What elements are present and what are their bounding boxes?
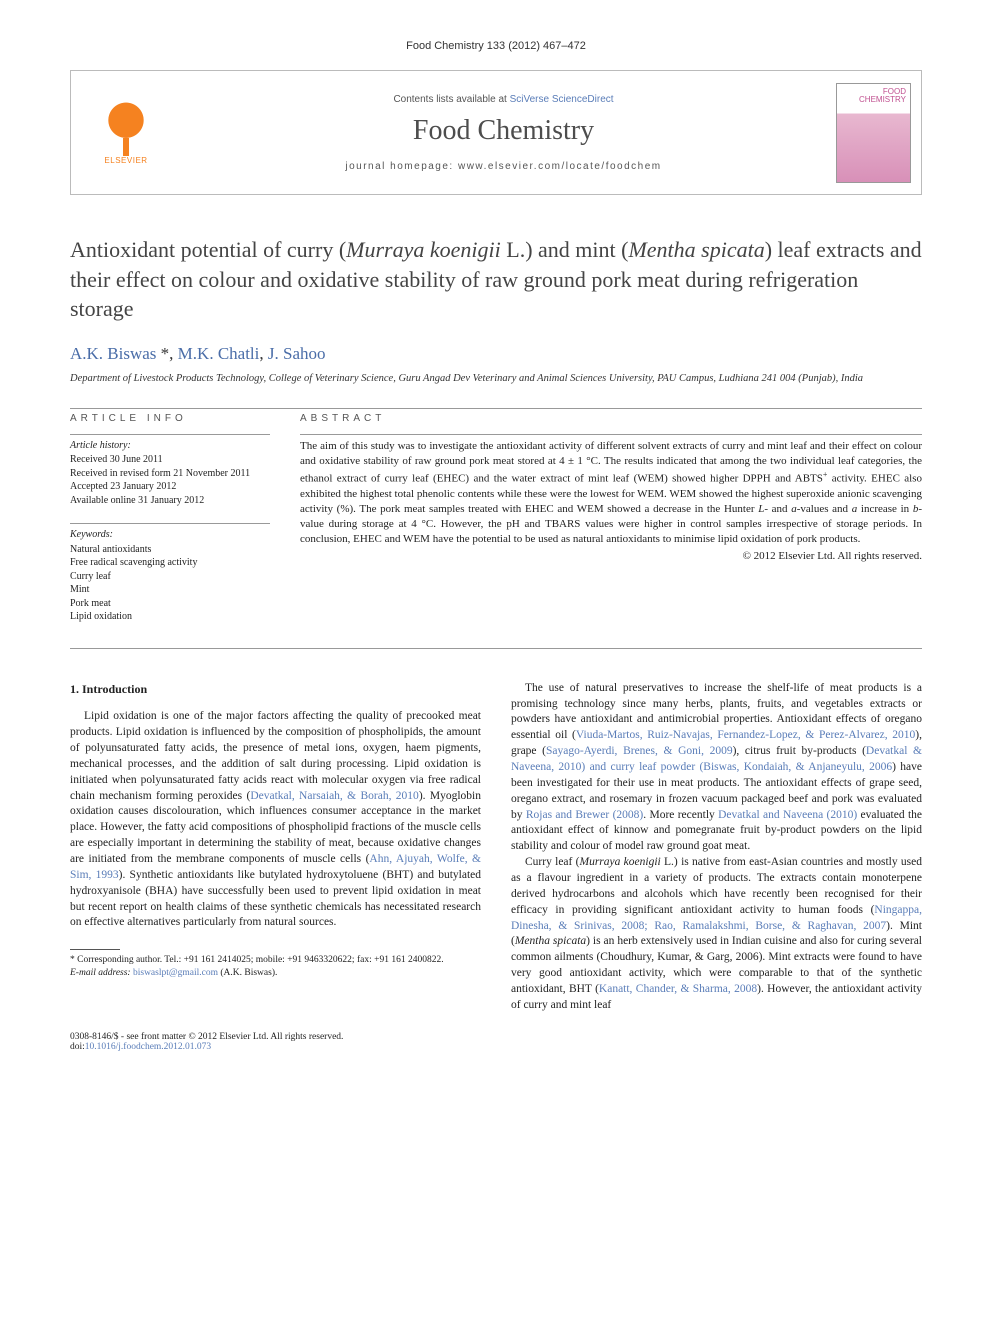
article-info-column: ARTICLE INFO Article history: Received 3… xyxy=(70,413,270,640)
sciencedirect-link[interactable]: SciVerse ScienceDirect xyxy=(510,94,614,105)
keywords-subhead: Keywords: xyxy=(70,528,270,542)
abstract-head: ABSTRACT xyxy=(300,413,922,424)
keywords-divider xyxy=(70,523,270,524)
email-line: E-mail address: biswaslpt@gmail.com (A.K… xyxy=(70,967,481,979)
body-columns: 1. Introduction Lipid oxidation is one o… xyxy=(70,681,922,1014)
cover-thumbnail-area: FOODCHEMISTRY xyxy=(826,71,921,194)
doi-link[interactable]: 10.1016/j.foodchem.2012.01.073 xyxy=(85,1042,211,1052)
article-title: Antioxidant potential of curry (Murraya … xyxy=(70,235,922,324)
keyword: Natural antioxidants xyxy=(70,543,270,557)
body-paragraph: Lipid oxidation is one of the major fact… xyxy=(70,709,481,931)
history-subhead: Article history: xyxy=(70,439,270,453)
keyword: Lipid oxidation xyxy=(70,610,270,624)
footnote-separator xyxy=(70,949,120,950)
abstract-text: The aim of this study was to investigate… xyxy=(300,439,922,548)
affiliation: Department of Livestock Products Technol… xyxy=(70,372,922,386)
front-matter-line: 0308-8146/$ - see front matter © 2012 El… xyxy=(70,1032,343,1042)
history-line: Received 30 June 2011 xyxy=(70,453,270,467)
article-info-head: ARTICLE INFO xyxy=(70,413,270,424)
author-email-link[interactable]: biswaslpt@gmail.com xyxy=(133,968,218,978)
journal-name: Food Chemistry xyxy=(413,115,594,147)
journal-center: Contents lists available at SciVerse Sci… xyxy=(181,71,826,194)
contents-available-line: Contents lists available at SciVerse Sci… xyxy=(393,94,613,105)
info-divider xyxy=(70,434,270,435)
abstract-copyright: © 2012 Elsevier Ltd. All rights reserved… xyxy=(300,550,922,562)
corresponding-author-note: * Corresponding author. Tel.: +91 161 24… xyxy=(70,954,481,966)
cover-title: FOODCHEMISTRY xyxy=(859,88,906,104)
left-column: 1. Introduction Lipid oxidation is one o… xyxy=(70,681,481,1014)
keyword: Mint xyxy=(70,583,270,597)
footnotes: * Corresponding author. Tel.: +91 161 24… xyxy=(70,954,481,979)
running-head: Food Chemistry 133 (2012) 467–472 xyxy=(70,40,922,52)
section-heading-introduction: 1. Introduction xyxy=(70,681,481,698)
elsevier-logo[interactable]: ELSEVIER xyxy=(91,93,161,173)
publisher-name: ELSEVIER xyxy=(104,156,147,165)
history-line: Received in revised form 21 November 201… xyxy=(70,467,270,481)
journal-homepage: journal homepage: www.elsevier.com/locat… xyxy=(345,161,661,172)
contents-prefix: Contents lists available at xyxy=(393,94,509,105)
keyword: Curry leaf xyxy=(70,570,270,584)
author-list: A.K. Biswas *, M.K. Chatli, J. Sahoo xyxy=(70,344,922,364)
elsevier-tree-icon xyxy=(101,101,151,156)
history-line: Available online 31 January 2012 xyxy=(70,494,270,508)
page-footer: 0308-8146/$ - see front matter © 2012 El… xyxy=(70,1032,922,1052)
divider-bottom xyxy=(70,648,922,649)
body-paragraph: Curry leaf (Murraya koenigii L.) is nati… xyxy=(511,855,922,1014)
history-line: Accepted 23 January 2012 xyxy=(70,480,270,494)
publisher-logo-area: ELSEVIER xyxy=(71,71,181,194)
right-column: The use of natural preservatives to incr… xyxy=(511,681,922,1014)
footer-left: 0308-8146/$ - see front matter © 2012 El… xyxy=(70,1032,343,1052)
divider-top xyxy=(70,408,922,409)
abstract-divider xyxy=(300,434,922,435)
abstract-column: ABSTRACT The aim of this study was to in… xyxy=(300,413,922,640)
journal-header-box: ELSEVIER Contents lists available at Sci… xyxy=(70,70,922,195)
keywords-block: Keywords: Natural antioxidants Free radi… xyxy=(70,528,270,624)
article-history: Article history: Received 30 June 2011 R… xyxy=(70,439,270,508)
keyword: Free radical scavenging activity xyxy=(70,556,270,570)
journal-cover-thumbnail[interactable]: FOODCHEMISTRY xyxy=(836,83,911,183)
body-paragraph: The use of natural preservatives to incr… xyxy=(511,681,922,855)
doi-line: doi:10.1016/j.foodchem.2012.01.073 xyxy=(70,1042,343,1052)
keyword: Pork meat xyxy=(70,597,270,611)
